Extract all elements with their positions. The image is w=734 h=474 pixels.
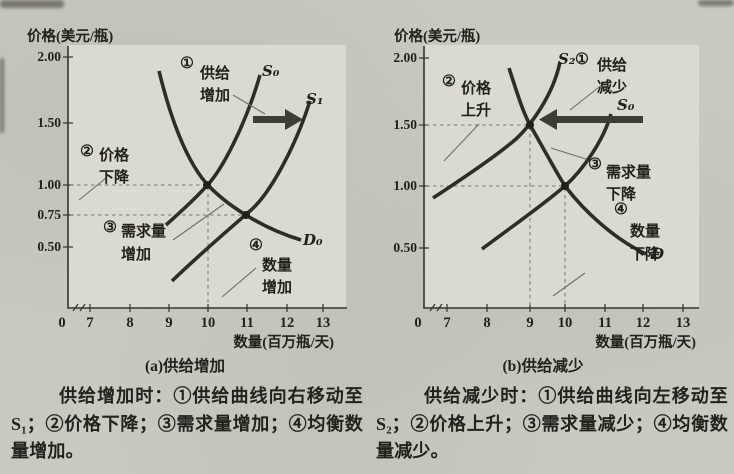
equilibrium-point-initial [561, 182, 569, 190]
x-tick-label: 11 [598, 315, 612, 331]
axes [423, 46, 699, 309]
x-tick-label: 8 [483, 315, 490, 331]
supply-curve-s2 [432, 61, 562, 200]
demand-curve-d [507, 67, 647, 256]
x-tick-label: 9 [165, 315, 172, 331]
annotation-mark-3: ③ [103, 219, 117, 236]
curve-label-s0: S₀ [262, 62, 280, 80]
y-tick-label: 0.50 [37, 239, 61, 254]
x-axis-title: 数量(百万瓶/天) [233, 333, 334, 351]
curve-label-d: D [650, 245, 664, 263]
annotation-text: 需求量 [606, 163, 651, 181]
annotation-text: 减少 [597, 78, 627, 96]
chart-b-supply-decrease: 价格(美元/瓶) 2.00 1.50 1.00 0.50 0 7 8 9 10 … [393, 27, 699, 375]
axis-break-mark [72, 303, 86, 312]
axis-break-mark [429, 303, 443, 312]
x-tick-label: 12 [636, 315, 651, 331]
annotation-leader-2 [78, 177, 107, 201]
annotation-text: 供给 [199, 64, 230, 82]
equilibrium-point-new [242, 211, 250, 219]
annotation-text: 价格 [461, 79, 492, 97]
y-axis-title: 价格(美元/瓶) [27, 27, 113, 45]
supply-curve-s1 [170, 100, 312, 283]
annotation-text: 供给 [596, 56, 627, 74]
x-tick-label: 10 [201, 315, 216, 331]
note-supply-decrease: 供给减少时：①供给曲线向左移动至S₂；②价格上升；③需求量减少；④均衡数量减少。 [376, 386, 728, 461]
y-tick-label: 1.50 [37, 115, 61, 130]
chart-a-supply-increase: 价格(美元/瓶) 2.00 1.50 1.00 0.75 0.50 0 7 8 … [27, 27, 347, 375]
curve-label-s0: S₀ [617, 96, 635, 114]
annotation-leader-4 [221, 267, 257, 298]
annotation-mark-1: ① [575, 51, 589, 68]
y-tick-label: 0.50 [393, 240, 417, 255]
annotation-leader-1 [232, 94, 266, 115]
x-tick-label: 0 [414, 315, 421, 331]
equilibrium-point-new [526, 121, 534, 129]
annotation-text: 数量 [630, 222, 660, 240]
curve-label-d0: D₀ [302, 231, 323, 249]
annotation-text: 需求量 [121, 222, 166, 240]
annotation-leader-1 [569, 79, 609, 111]
curve-label-s2: S₂ [558, 50, 576, 68]
axes [67, 46, 347, 309]
annotation-mark-2: ② [80, 143, 94, 160]
x-tick-label: 8 [126, 315, 133, 331]
y-axis-title: 价格(美元/瓶) [394, 27, 480, 45]
x-tick-label: 13 [676, 315, 691, 331]
x-tick-label: 7 [443, 315, 450, 331]
annotation-text: 下降 [630, 245, 661, 263]
annotation-text: 下降 [99, 168, 130, 186]
plot-area [424, 45, 699, 308]
supply-curve-s0 [164, 74, 262, 227]
x-axis-title: 数量(百万瓶/天) [595, 333, 696, 351]
annotation-mark-1: ① [180, 55, 194, 72]
y-tick-label: 1.50 [393, 117, 417, 132]
x-tick-label: 13 [316, 315, 331, 331]
annotation-mark-3: ③ [588, 156, 602, 173]
x-tick-label: 9 [526, 315, 533, 331]
y-tick-label: 2.00 [37, 49, 61, 64]
annotation-mark-2: ② [442, 73, 456, 90]
annotation-mark-4: ④ [614, 201, 628, 218]
plot-area [68, 45, 346, 308]
x-tick-label: 7 [86, 315, 93, 331]
curve-label-s1: S₁ [306, 90, 323, 108]
equilibrium-point-initial [203, 181, 211, 189]
supply-shift-left-arrow [539, 109, 643, 130]
annotation-text: 增加 [121, 245, 151, 263]
annotation-text: 数量 [262, 256, 292, 274]
caption-a: (a)供给增加 [145, 356, 225, 375]
supply-shift-right-arrow [253, 109, 303, 130]
x-tick-label: 10 [558, 315, 573, 331]
annotation-text: 下降 [606, 185, 637, 203]
annotation-leader-4 [552, 272, 586, 297]
annotation-text: 增加 [200, 86, 230, 104]
y-tick-label: 0.75 [37, 207, 61, 222]
caption-b: (b)供给减少 [503, 356, 584, 375]
annotation-text: 增加 [262, 278, 292, 296]
note-supply-increase: 供给增加时：①供给曲线向右移动至S₁；②价格下降；③需求量增加；④均衡数量增加。 [11, 386, 363, 461]
annotation-leader-3 [172, 203, 225, 241]
scan-artifact [0, 58, 4, 133]
scan-artifact [0, 0, 64, 8]
x-tick-label: 0 [58, 315, 65, 331]
x-tick-label: 12 [280, 315, 295, 331]
x-tick-label: 11 [240, 315, 254, 331]
annotation-leader-3 [550, 147, 587, 160]
annotation-text: 价格 [99, 146, 130, 164]
annotation-mark-4: ④ [249, 237, 263, 254]
scan-artifact [698, 0, 734, 6]
y-tick-label: 1.00 [37, 177, 61, 192]
y-tick-label: 2.00 [393, 50, 417, 65]
y-tick-label: 1.00 [393, 178, 417, 193]
annotation-text: 上升 [461, 102, 491, 119]
annotation-leader-2 [443, 123, 480, 162]
